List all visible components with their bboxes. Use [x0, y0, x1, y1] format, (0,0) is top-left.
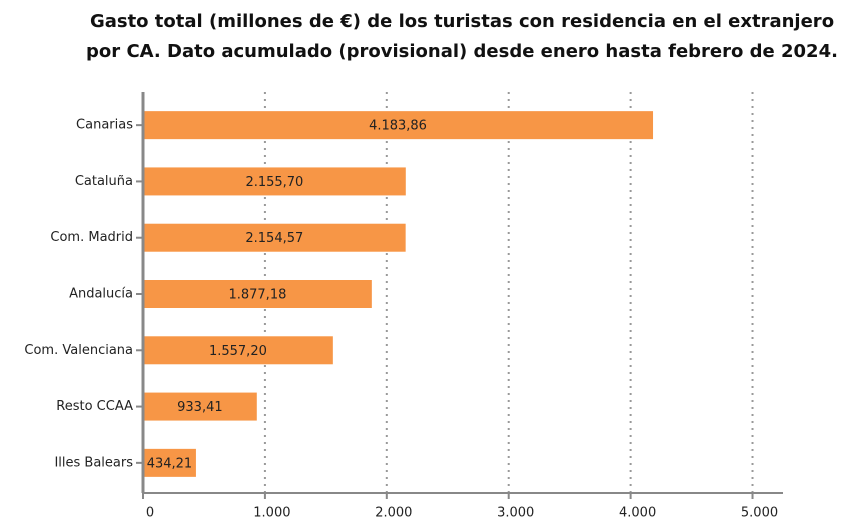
value-label: 1.877,18: [228, 288, 286, 303]
bar: [143, 223, 406, 252]
bar: [143, 448, 196, 477]
x-tick-label: 3.000: [497, 506, 534, 520]
value-label: 434,21: [147, 456, 193, 471]
bar: [143, 167, 406, 196]
value-label: 2.154,57: [245, 231, 303, 246]
value-label: 1.557,20: [209, 344, 267, 359]
chart-title: Gasto total (millones de €) de los turis…: [90, 11, 834, 32]
y-tick-label: Resto CCAA: [56, 399, 133, 414]
chart-title: por CA. Dato acumulado (provisional) des…: [86, 41, 838, 62]
bar: [143, 111, 654, 140]
value-label: 2.155,70: [245, 175, 303, 190]
x-tick-label: 4.000: [619, 506, 656, 520]
x-tick-label: 5.000: [741, 506, 778, 520]
y-tick-label: Cataluña: [75, 174, 133, 189]
y-tick-label: Illes Balears: [54, 455, 133, 470]
bar: [143, 280, 372, 308]
bar: [143, 392, 257, 421]
y-tick-label: Canarias: [76, 118, 133, 133]
x-tick-label: 2.000: [375, 506, 412, 520]
value-label: 4.183,86: [369, 119, 427, 134]
x-tick-label: 1.000: [253, 506, 290, 520]
y-tick-label: Com. Madrid: [50, 230, 133, 245]
y-tick-label: Com. Valenciana: [24, 343, 133, 358]
x-tick-label: 0: [146, 506, 154, 520]
bar: [143, 336, 333, 365]
y-tick-label: Andalucía: [69, 287, 133, 302]
value-label: 933,41: [177, 400, 223, 415]
